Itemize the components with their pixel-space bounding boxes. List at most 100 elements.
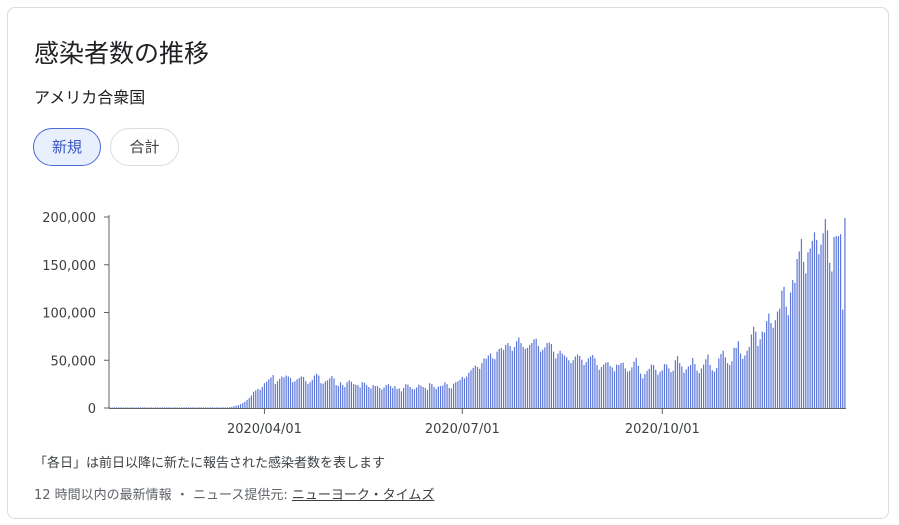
bar-day-141 [416,387,418,408]
bar-day-94 [313,375,316,408]
bar-day-84 [292,382,294,408]
bar-day-291 [742,358,744,408]
bar-day-186 [513,346,516,408]
chart-footnote: 「各日」は前日以降に新たに報告された感染者数を表します [34,456,386,471]
bar-day-233 [616,364,618,408]
bar-day-52 [222,407,224,408]
bar-day-146 [426,389,429,408]
bar-day-266 [687,366,689,408]
bar-day-260 [674,360,676,408]
bar-day-138 [409,386,411,408]
bar-day-91 [307,384,309,409]
bar-day-103 [333,378,335,408]
bar-day-276 [709,365,711,408]
bar-day-160 [457,381,459,408]
bar-day-22 [157,407,159,408]
bar-day-175 [489,353,492,408]
bar-day-241 [633,361,635,408]
bar-day-82 [287,376,289,408]
bar-day-88 [300,376,302,408]
bar-day-287 [733,347,735,408]
bar-day-258 [670,372,672,408]
bar-day-322 [809,248,811,408]
bar-day-33 [181,407,183,408]
bar-day-264 [683,372,685,408]
bar-day-98 [322,383,324,408]
bar-day-326 [818,254,820,408]
bar-day-132 [396,388,398,408]
tab-new-cases[interactable]: 新規 [33,128,101,166]
bar-day-332 [831,271,833,408]
bar-day-20 [152,407,155,408]
bar-day-277 [711,370,713,408]
bar-day-185 [511,350,513,408]
bar-day-136 [405,384,407,409]
bar-day-117 [363,382,366,408]
bar-day-149 [433,386,435,408]
bar-day-323 [811,240,813,409]
bar-day-265 [685,369,687,408]
bar-day-29 [172,407,174,408]
bar-day-110 [348,380,350,408]
bar-day-235 [620,363,622,408]
bar-day-99 [324,381,326,408]
bar-day-251 [655,369,657,408]
bar-day-144 [422,386,424,408]
bar-day-90 [305,381,307,408]
bar-day-310 [783,286,785,408]
bar-day-111 [350,381,353,408]
bar-day-240 [631,367,633,408]
bar-day-92 [309,382,311,408]
x-tick-label: 2020/10/01 [625,422,700,437]
bar-day-329 [824,218,826,408]
bar-day-87 [298,377,300,408]
bar-day-78 [279,378,281,408]
bar-day-280 [718,358,720,408]
bar-day-19 [150,407,152,408]
bar-day-97 [320,383,322,408]
bar-day-234 [618,365,620,408]
bar-day-57 [233,406,235,408]
bar-day-128 [387,384,389,409]
bar-day-312 [787,315,789,408]
bar-day-285 [729,365,731,408]
bar-day-159 [455,382,457,408]
bar-day-143 [420,385,422,408]
bar-day-66 [252,391,255,408]
bar-day-131 [394,386,396,408]
bar-day-338 [844,217,846,408]
bar-day-155 [446,384,448,409]
bar-day-292 [744,355,746,408]
bar-day-335 [837,236,839,408]
bar-day-10 [131,407,133,408]
bar-day-210 [566,357,568,408]
bar-day-5 [120,407,122,408]
bar-day-42 [200,407,202,408]
bar-day-48 [213,407,216,408]
bar-day-318 [800,238,803,408]
bar-day-221 [589,356,592,408]
bar-day-70 [261,386,263,408]
bar-day-18 [148,407,150,408]
bar-day-278 [713,371,716,408]
source-prefix: ニュース提供元: [192,488,288,503]
bar-day-299 [759,339,761,408]
bar-day-24 [161,407,163,408]
bar-day-302 [766,321,768,408]
bar-day-126 [383,387,385,408]
bar-day-249 [650,364,653,408]
bar-day-135 [402,387,405,408]
bar-day-118 [366,385,368,408]
bar-day-174 [487,355,489,408]
bar-day-179 [498,348,500,408]
source-link[interactable]: ニューヨーク・タイムズ [291,488,435,503]
bar-day-100 [326,380,329,408]
bar-day-224 [596,365,598,408]
bar-day-21 [155,407,157,408]
bar-day-290 [739,353,742,408]
bar-day-157 [450,388,453,408]
bar-day-107 [342,385,344,408]
bar-day-153 [442,385,444,408]
tab-total-cases[interactable]: 合計 [110,128,179,166]
bar-day-259 [672,370,674,408]
